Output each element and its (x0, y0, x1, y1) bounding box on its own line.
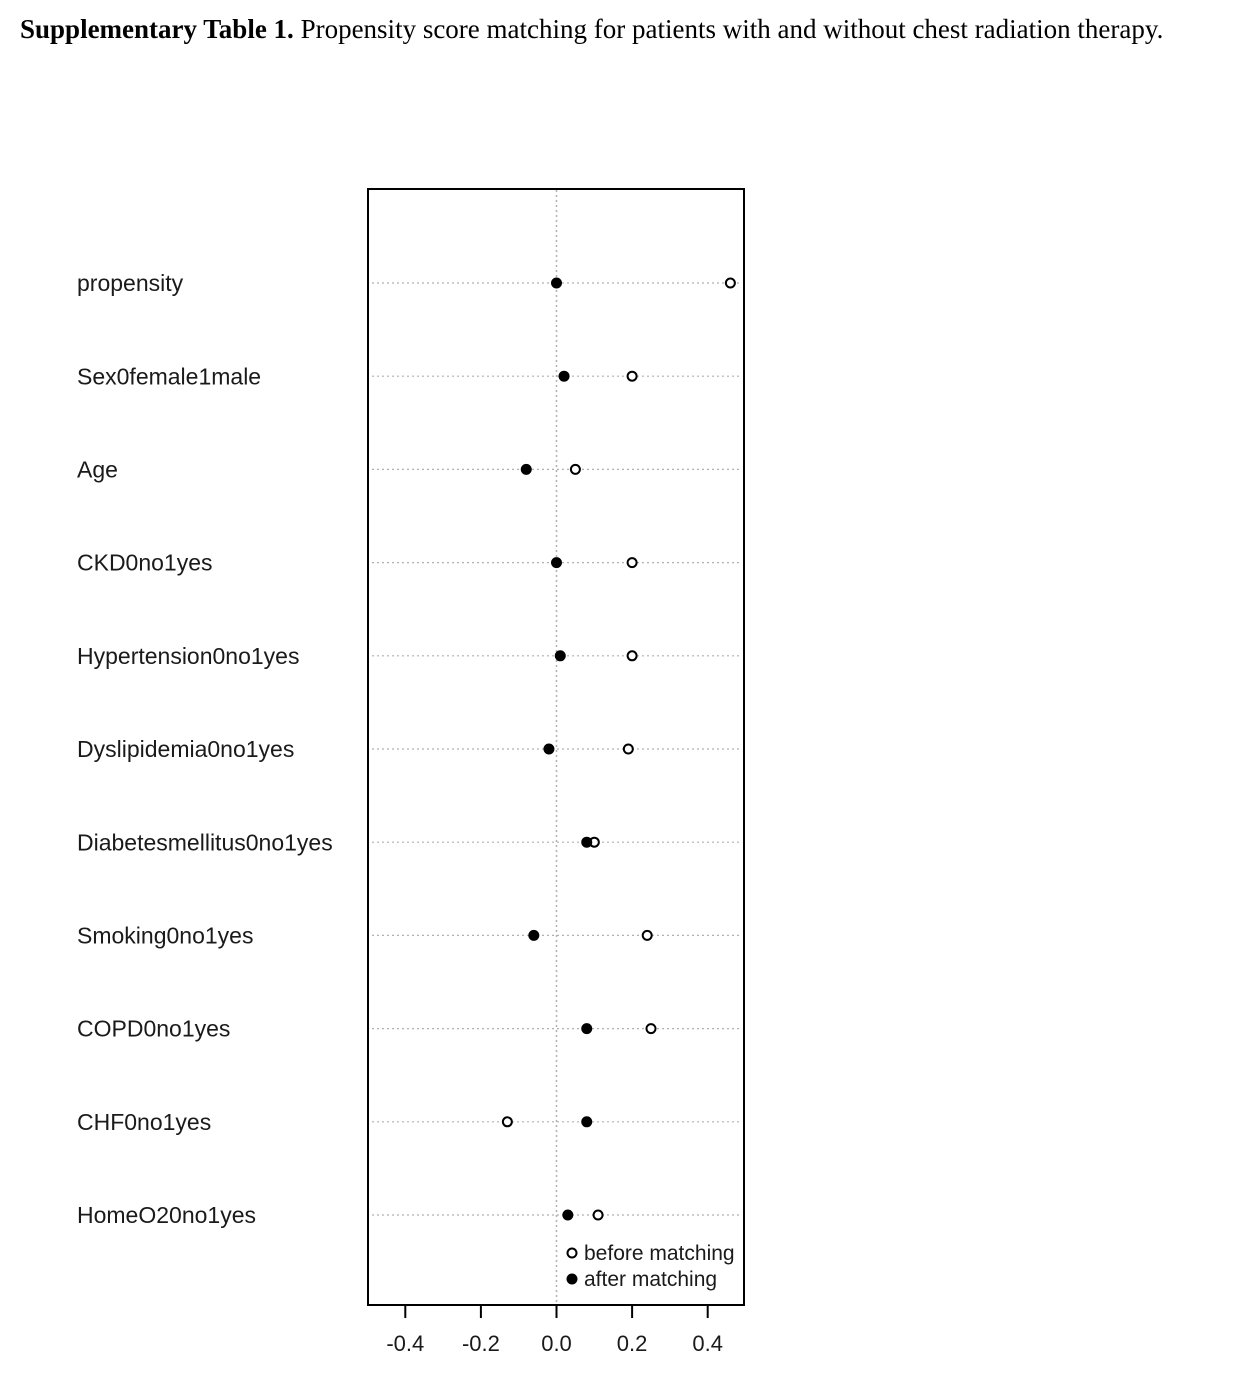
row-label: COPD0no1yes (77, 1016, 230, 1042)
grid-lines (372, 190, 740, 1304)
row-labels: propensity Sex0female1male Age CKD0no1yes Hy… (77, 270, 333, 1228)
before-matching-point (724, 277, 736, 289)
x-tick-label: 0.2 (617, 1331, 648, 1356)
before-matching-point (592, 1209, 604, 1221)
after-matching-point (554, 650, 566, 662)
before-matching-point (641, 929, 653, 941)
before-matching-point (645, 1023, 657, 1035)
after-matching-point (558, 370, 570, 382)
after-matching-point (551, 557, 562, 569)
legend-label: after matching (584, 1268, 717, 1291)
data-points (501, 277, 736, 1221)
x-tick-label: 0.4 (692, 1331, 723, 1356)
row-label: CHF0no1yes (77, 1109, 211, 1135)
x-tick-label: 0.0 (541, 1331, 572, 1356)
before-matching-point (622, 743, 634, 755)
caption-bold-label: Supplementary Table 1. (20, 14, 294, 44)
after-matching-point (543, 743, 555, 755)
before-matching-point (626, 557, 638, 569)
before-matching-point (501, 1116, 513, 1128)
row-label: Age (77, 456, 118, 482)
row-label: Dyslipidemia0no1yes (77, 736, 294, 762)
figure-caption: Supplementary Table 1. Propensity score … (20, 14, 1240, 45)
legend-before-marker (566, 1247, 578, 1259)
row-label: Diabetesmellitus0no1yes (77, 829, 333, 855)
before-matching-point (569, 463, 581, 475)
x-tick-label: -0.4 (386, 1331, 424, 1356)
after-matching-point (528, 929, 540, 941)
x-axis: -0.4 -0.2 0.0 0.2 0.4 (386, 1304, 723, 1356)
legend-label: before matching (584, 1242, 735, 1265)
after-matching-point (520, 463, 532, 475)
row-label: propensity (77, 270, 184, 296)
after-matching-point (551, 277, 562, 289)
after-matching-point (562, 1209, 574, 1221)
legend-after-marker (566, 1273, 578, 1285)
row-label: Sex0female1male (77, 363, 261, 389)
row-label: CKD0no1yes (77, 550, 213, 576)
before-matching-point (626, 650, 638, 662)
row-label: Hypertension0no1yes (77, 643, 299, 669)
after-matching-point (581, 1116, 593, 1128)
row-label: HomeO20no1yes (77, 1202, 256, 1228)
row-label: Smoking0no1yes (77, 922, 253, 948)
x-tick-label: -0.2 (462, 1331, 500, 1356)
after-matching-point (581, 1023, 593, 1035)
legend: before matching after matching (566, 1242, 735, 1291)
caption-text: Propensity score matching for patients w… (293, 14, 1164, 44)
before-matching-point (626, 370, 638, 382)
after-matching-point (581, 836, 593, 848)
